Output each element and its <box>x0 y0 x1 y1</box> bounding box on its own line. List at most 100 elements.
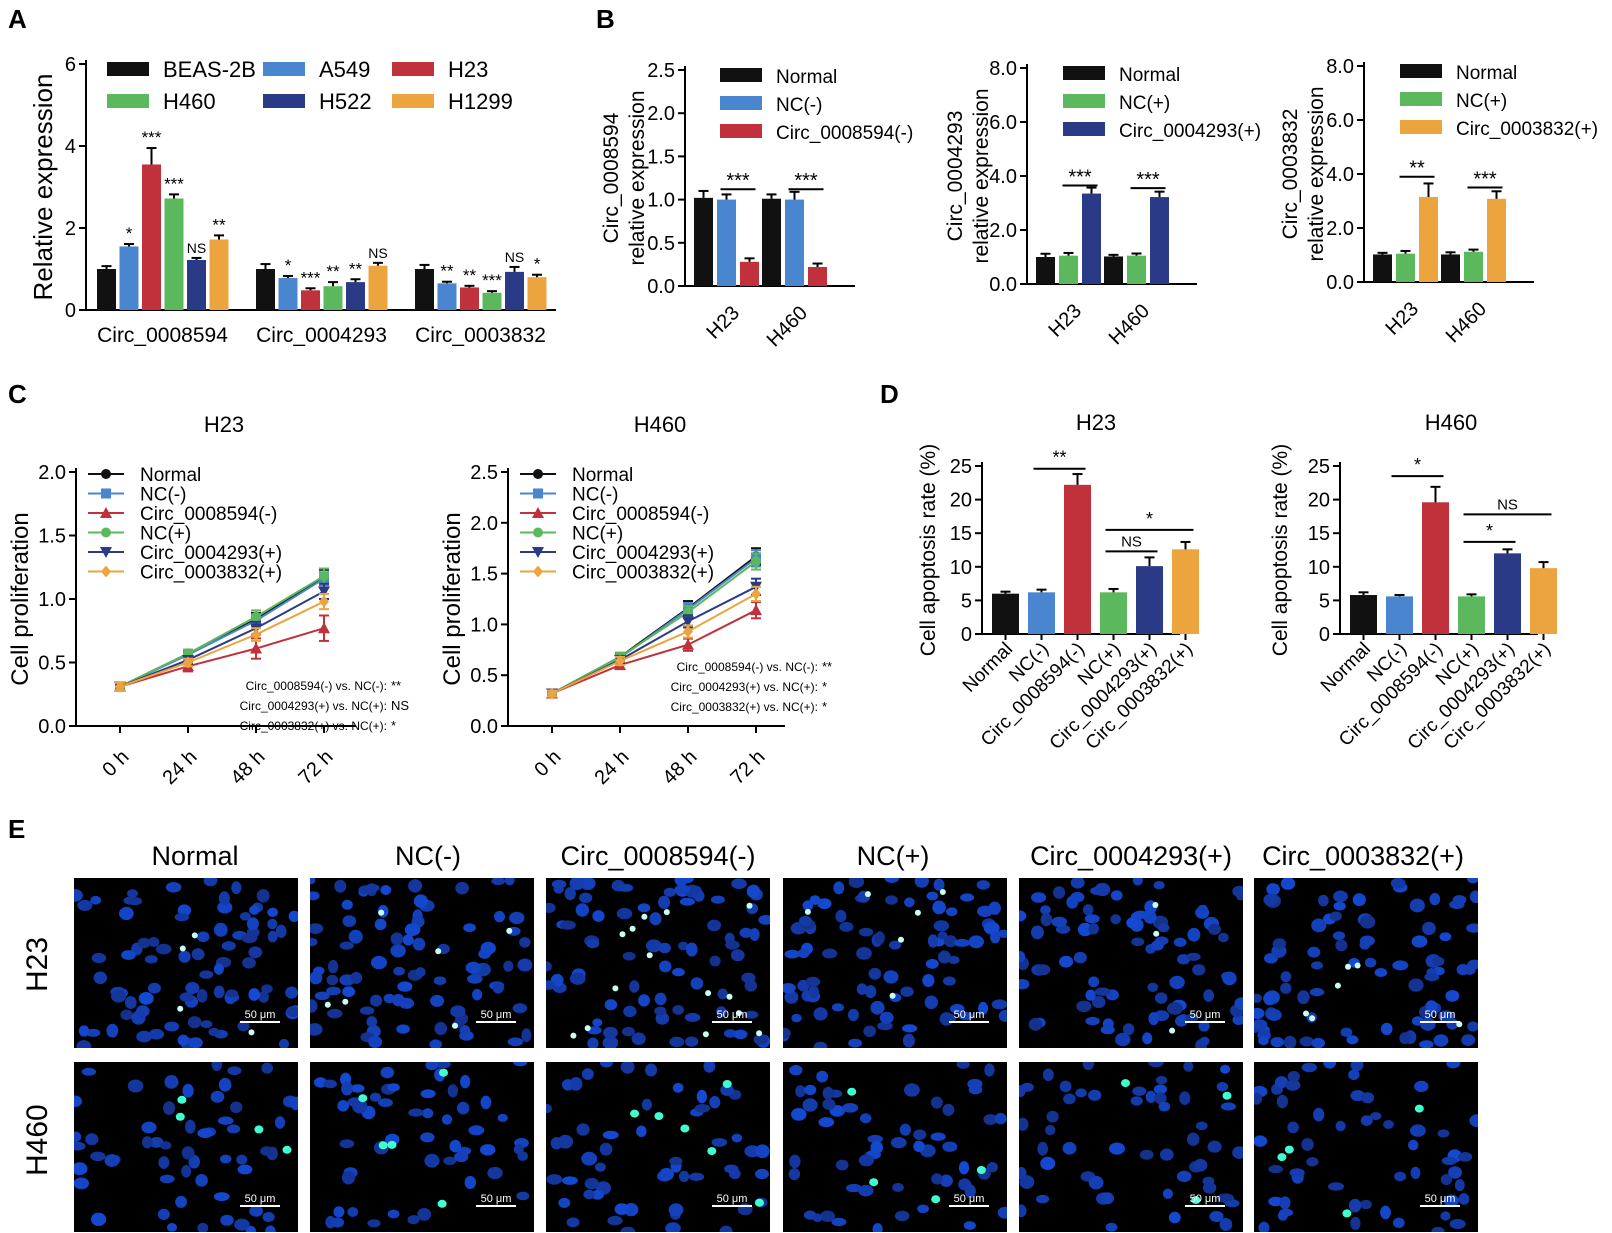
nucleus <box>943 976 956 986</box>
nucleus <box>784 990 799 1004</box>
nucleus <box>104 1154 120 1167</box>
nucleus <box>275 924 287 938</box>
nucleus <box>370 994 383 1007</box>
panel-letter-C: C <box>8 379 27 409</box>
apoptotic-nucleus <box>641 913 648 920</box>
nucleus <box>1309 988 1325 997</box>
nucleus <box>77 899 93 911</box>
nucleus <box>81 1067 97 1076</box>
nucleus <box>310 891 320 901</box>
apoptotic-nucleus <box>177 1095 187 1104</box>
nucleus <box>326 974 339 986</box>
nucleus <box>1313 1107 1325 1122</box>
nucleus <box>688 1172 705 1181</box>
nucleus <box>227 1066 242 1076</box>
panel-d-sig-label: NS <box>1497 496 1518 513</box>
nucleus <box>341 1081 353 1096</box>
nucleus <box>1272 938 1287 949</box>
apoptotic-nucleus <box>1414 1104 1424 1113</box>
nucleus <box>1193 1158 1208 1172</box>
nucleus <box>822 1086 834 1100</box>
nucleus <box>1105 1222 1118 1232</box>
nucleus <box>560 920 576 930</box>
nucleus <box>1232 885 1243 898</box>
nucleus <box>1085 1016 1100 1026</box>
nucleus <box>1176 1170 1192 1183</box>
nucleus <box>492 981 504 994</box>
nucleus <box>358 885 373 895</box>
nucleus <box>581 1151 598 1166</box>
nucleus <box>352 1100 368 1114</box>
nucleus <box>1046 1110 1059 1123</box>
nucleus <box>1207 1140 1222 1153</box>
nucleus <box>665 1222 681 1232</box>
panel-a-y-tick-label: 6 <box>65 54 76 76</box>
apoptotic-nucleus <box>804 908 811 915</box>
panel-a-legend-label: H1299 <box>448 89 513 114</box>
scale-bar-label: 50 μm <box>954 1193 985 1205</box>
nucleus <box>1449 1219 1466 1229</box>
nucleus <box>617 883 634 892</box>
nucleus <box>744 1010 759 1019</box>
panel-b-bar <box>1127 255 1146 284</box>
panel-b2-y-tick-label: 0.0 <box>989 274 1017 296</box>
panel-b2-y-tick-label: 8.0 <box>989 58 1017 80</box>
nucleus <box>1232 1014 1243 1025</box>
nucleus <box>1126 917 1139 929</box>
apoptotic-nucleus <box>378 1141 388 1150</box>
nucleus <box>594 1162 606 1172</box>
panel-c1-annotation: Circ_0003832(+) vs. NC(+): <box>240 719 387 733</box>
panel-c2-legend-label: Circ_0008594(-) <box>572 504 709 525</box>
panel-a-group-label: Circ_0008594 <box>97 324 228 347</box>
nucleus <box>236 1154 248 1165</box>
nucleus <box>579 892 593 903</box>
nucleus <box>1142 1032 1153 1045</box>
nucleus <box>1070 878 1085 889</box>
nucleus <box>720 1084 734 1096</box>
panel-a-legend-label: A549 <box>319 57 370 82</box>
panel-a-sig-label: ** <box>212 215 226 234</box>
apoptotic-nucleus <box>1303 1010 1309 1017</box>
nucleus <box>816 1070 829 1083</box>
panel-d-bar <box>1064 484 1091 634</box>
nucleus <box>286 1006 298 1017</box>
nucleus <box>1352 893 1366 907</box>
nucleus <box>709 955 721 967</box>
nucleus <box>1467 878 1478 884</box>
nucleus <box>1348 1198 1362 1213</box>
nucleus <box>1203 989 1215 1002</box>
panel-c1-y-tick-label: 0.5 <box>38 653 66 675</box>
micrograph-nuclei: 50 μm <box>1254 878 1478 1048</box>
nucleus <box>607 1215 623 1226</box>
nucleus <box>863 1025 877 1038</box>
nucleus <box>1160 1148 1174 1161</box>
nucleus <box>220 1214 234 1226</box>
panel-c-legend-marker <box>533 488 543 499</box>
nucleus <box>942 1103 955 1116</box>
nucleus <box>393 966 405 976</box>
nucleus <box>249 905 260 915</box>
apoptotic-nucleus <box>1191 1196 1201 1204</box>
panel-a-legend-swatch <box>107 94 149 108</box>
nucleus <box>1440 1174 1453 1186</box>
panel-c-series-line <box>119 627 325 688</box>
panel-c-legend-marker <box>101 488 111 499</box>
nucleus <box>1425 1000 1438 1012</box>
nucleus <box>127 897 143 906</box>
nucleus <box>638 994 650 1007</box>
nucleus <box>1307 946 1321 958</box>
nucleus <box>870 1141 883 1154</box>
panel-b2-x-label: H23 <box>1045 300 1087 342</box>
apoptotic-nucleus <box>1345 963 1351 970</box>
nucleus <box>256 889 270 903</box>
panel-d2-y-tick-label: 5 <box>1319 590 1330 612</box>
nucleus <box>922 974 935 987</box>
micrograph-image: 50 μm <box>783 1062 1007 1232</box>
panel-c1-annotation-sig: ** <box>391 678 401 693</box>
apoptotic-nucleus <box>976 1166 986 1174</box>
nucleus <box>818 1117 835 1128</box>
apoptotic-nucleus <box>1121 1079 1130 1088</box>
nucleus <box>586 939 600 949</box>
nucleus <box>127 889 138 898</box>
nucleus <box>580 878 596 890</box>
